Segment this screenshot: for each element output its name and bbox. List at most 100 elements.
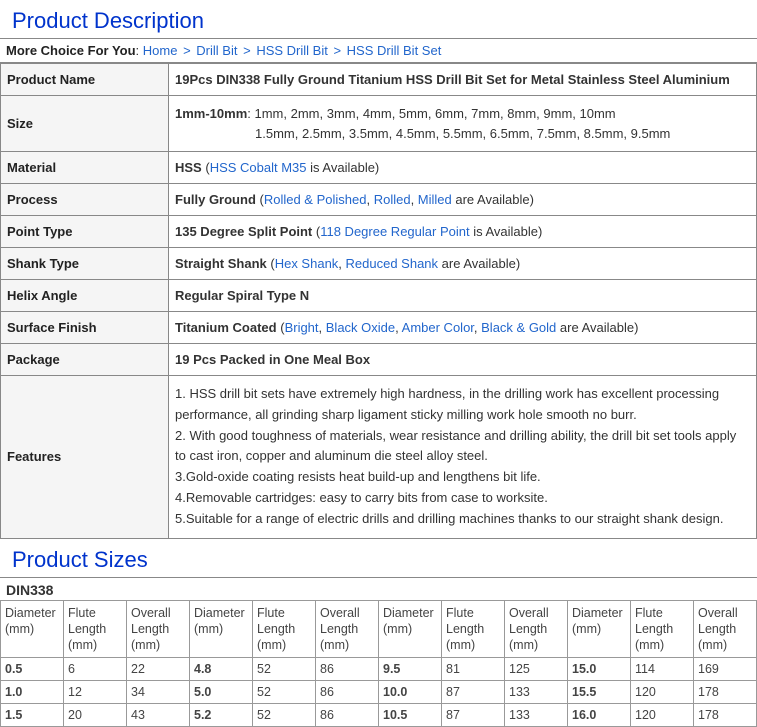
sizes-cell: 20 [64,704,127,727]
process-link-3[interactable]: Milled [418,192,452,207]
spec-label-material: Material [1,152,169,184]
sizes-row: 0.56224.852869.58112515.0114169 [1,658,757,681]
sizes-cell: 16.0 [568,704,631,727]
sizes-header-cell: FluteLength(mm) [631,600,694,658]
sizes-cell: 0.5 [1,658,64,681]
section-title-sizes: Product Sizes [0,539,757,578]
surface-finish-link-1[interactable]: Bright [285,320,319,335]
material-main: HSS [175,160,202,175]
surface-finish-link-4[interactable]: Black & Gold [481,320,556,335]
sizes-cell: 22 [127,658,190,681]
sizes-cell: 10.0 [379,681,442,704]
sizes-cell: 120 [631,681,694,704]
breadcrumb-sep: > [331,43,343,58]
shank-type-link-1[interactable]: Hex Shank [275,256,339,271]
sizes-cell: 5.2 [190,704,253,727]
sizes-cell: 1.5 [1,704,64,727]
breadcrumb-link-hss-drill-bit[interactable]: HSS Drill Bit [256,43,328,58]
sizes-cell: 178 [694,704,757,727]
spec-label-product-name: Product Name [1,64,169,96]
spec-value-process: Fully Ground (Rolled & Polished, Rolled,… [169,184,757,216]
breadcrumb-sep: > [241,43,253,58]
surface-finish-link-2[interactable]: Black Oxide [326,320,395,335]
comma: , [411,192,418,207]
surface-finish-main: Titanium Coated [175,320,277,335]
sizes-cell: 169 [694,658,757,681]
sizes-cell: 34 [127,681,190,704]
sizes-header-cell: Diameter(mm) [1,600,64,658]
package-main: 19 Pcs Packed in One Meal Box [175,352,370,367]
sizes-cell: 43 [127,704,190,727]
sizes-cell: 86 [316,681,379,704]
sizes-cell: 15.0 [568,658,631,681]
shank-type-link-2[interactable]: Reduced Shank [346,256,439,271]
sizes-cell: 52 [253,658,316,681]
paren-tail: are Available) [452,192,534,207]
sizes-cell: 52 [253,704,316,727]
sizes-header-cell: OverallLength(mm) [316,600,379,658]
surface-finish-link-3[interactable]: Amber Color [402,320,474,335]
spec-label-process: Process [1,184,169,216]
comma: , [319,320,326,335]
sizes-cell: 125 [505,658,568,681]
breadcrumb-lead: More Choice For You [6,43,136,58]
spec-value-shank-type: Straight Shank (Hex Shank, Reduced Shank… [169,248,757,280]
size-line1: : 1mm, 2mm, 3mm, 4mm, 5mm, 6mm, 7mm, 8mm… [247,106,615,121]
process-link-1[interactable]: Rolled & Polished [264,192,367,207]
point-type-main: 135 Degree Split Point [175,224,312,239]
sizes-cell: 86 [316,704,379,727]
sizes-row: 1.012345.0528610.08713315.5120178 [1,681,757,704]
spec-table: Product Name 19Pcs DIN338 Fully Ground T… [0,63,757,539]
features-line: 3.Gold-oxide coating resists heat build-… [175,467,750,488]
comma: , [366,192,373,207]
sizes-header-cell: Diameter(mm) [190,600,253,658]
sizes-header-cell: OverallLength(mm) [694,600,757,658]
spec-label-point-type: Point Type [1,216,169,248]
breadcrumb-link-home[interactable]: Home [143,43,178,58]
spec-label-helix-angle: Helix Angle [1,280,169,312]
sizes-cell: 52 [253,681,316,704]
sizes-cell: 6 [64,658,127,681]
sizes-header-cell: OverallLength(mm) [505,600,568,658]
comma: , [338,256,345,271]
spec-value-material: HSS (HSS Cobalt M35 is Available) [169,152,757,184]
sizes-header-cell: Diameter(mm) [379,600,442,658]
paren-open: ( [256,192,264,207]
spec-value-point-type: 135 Degree Split Point (118 Degree Regul… [169,216,757,248]
sizes-row: 1.520435.2528610.58713316.0120178 [1,704,757,727]
process-main: Fully Ground [175,192,256,207]
point-type-link[interactable]: 118 Degree Regular Point [320,224,469,239]
sizes-cell: 178 [694,681,757,704]
sizes-cell: 86 [316,658,379,681]
features-line: 4.Removable cartridges: easy to carry bi… [175,488,750,509]
sizes-header-cell: OverallLength(mm) [127,600,190,658]
sizes-cell: 87 [442,704,505,727]
sizes-header-cell: FluteLength(mm) [64,600,127,658]
sizes-cell: 81 [442,658,505,681]
sizes-cell: 5.0 [190,681,253,704]
paren-open: ( [202,160,210,175]
spec-label-features: Features [1,376,169,539]
sizes-cell: 4.8 [190,658,253,681]
paren-open: ( [267,256,275,271]
sizes-cell: 133 [505,681,568,704]
sizes-cell: 15.5 [568,681,631,704]
process-link-2[interactable]: Rolled [374,192,411,207]
breadcrumb-colon: : [136,43,143,58]
breadcrumb-link-hss-drill-bit-set[interactable]: HSS Drill Bit Set [347,43,442,58]
paren-tail: are Available) [556,320,638,335]
spec-label-size: Size [1,96,169,152]
features-line: 2. With good toughness of materials, wea… [175,426,750,468]
sizes-cell: 87 [442,681,505,704]
size-range: 1mm-10mm [175,106,247,121]
sizes-cell: 12 [64,681,127,704]
spec-label-shank-type: Shank Type [1,248,169,280]
sizes-cell: 114 [631,658,694,681]
breadcrumb-link-drill-bit[interactable]: Drill Bit [196,43,237,58]
shank-type-main: Straight Shank [175,256,267,271]
sizes-header-cell: FluteLength(mm) [253,600,316,658]
material-link[interactable]: HSS Cobalt M35 [210,160,307,175]
breadcrumb-sep: > [181,43,193,58]
sizes-cell: 133 [505,704,568,727]
sizes-header-cell: FluteLength(mm) [442,600,505,658]
